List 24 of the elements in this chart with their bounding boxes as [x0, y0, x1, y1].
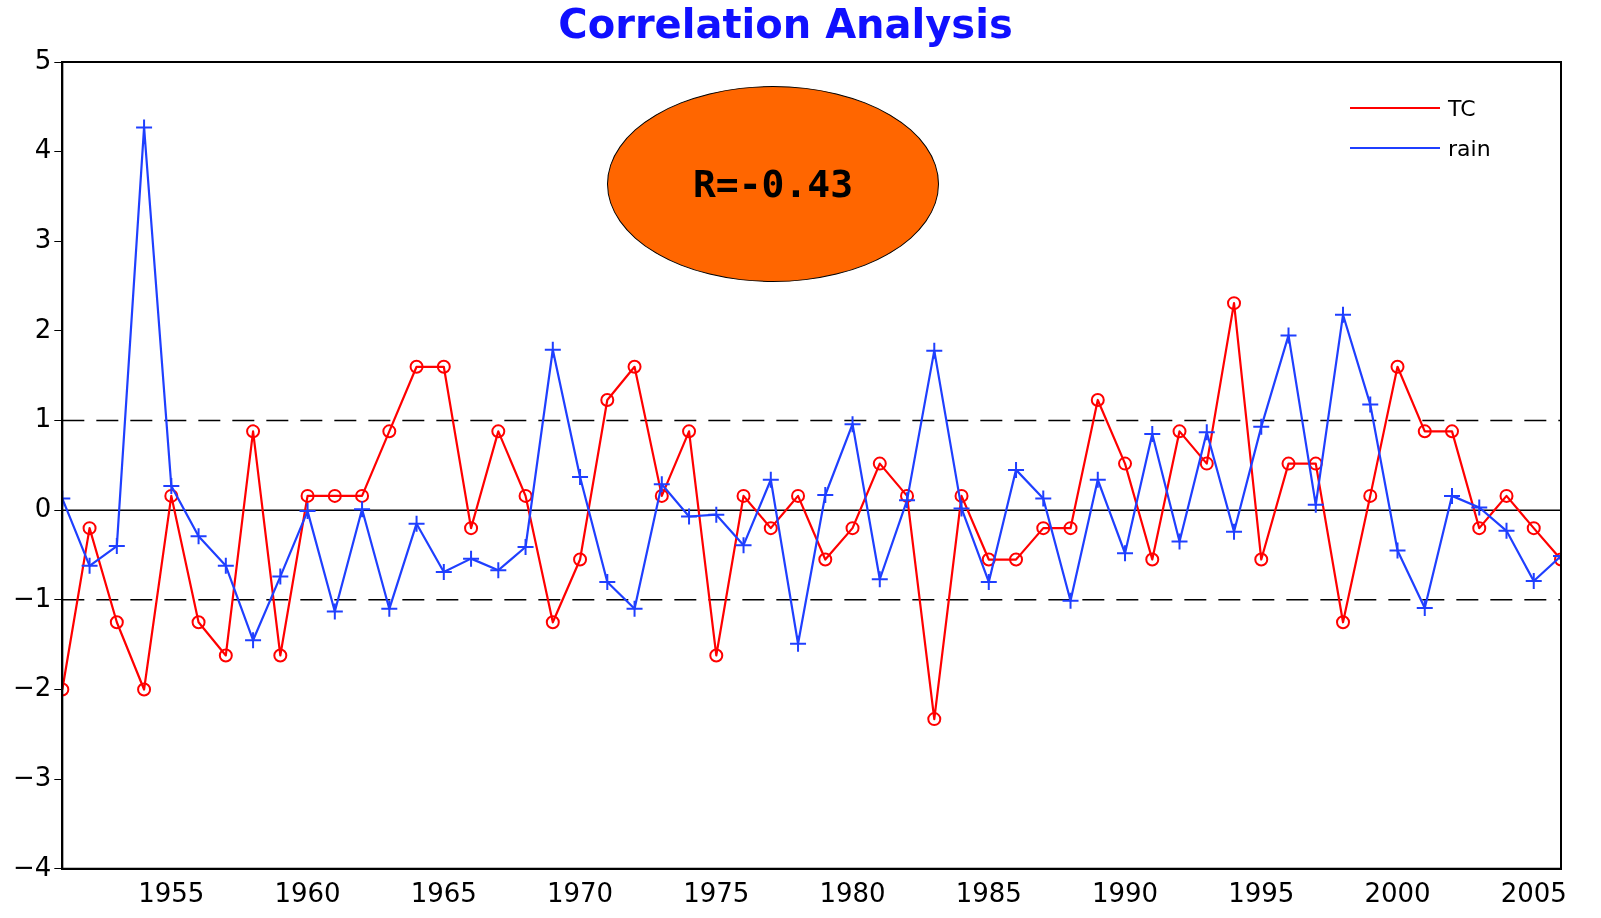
x-tick-label: 1985	[955, 878, 1022, 909]
y-tick-label: 1	[34, 403, 52, 434]
x-tick-label: 1995	[1228, 878, 1295, 909]
legend-label: rain	[1448, 135, 1491, 161]
y-tick-label: −2	[13, 672, 52, 703]
y-tick-label: 3	[34, 224, 52, 255]
x-tick-label: 1990	[1091, 878, 1159, 909]
x-tick-label: 2005	[1500, 878, 1567, 909]
y-tick-label: 2	[34, 313, 52, 344]
x-tick-label: 1960	[274, 878, 341, 909]
x-tick-label: 1970	[546, 878, 614, 909]
x-tick-label: 2000	[1364, 878, 1431, 909]
x-tick-label: 1980	[819, 878, 886, 909]
x-tick-label: 1955	[138, 878, 205, 909]
x-tick-label: 1965	[410, 878, 477, 909]
y-tick-label: 4	[34, 134, 52, 165]
y-tick-label: −1	[13, 582, 52, 613]
y-tick-label: −4	[13, 851, 52, 882]
y-tick-label: 0	[34, 492, 52, 523]
y-tick-label: 5	[34, 44, 52, 75]
legend-label: TC	[1448, 95, 1476, 121]
x-tick-label: 1975	[683, 878, 750, 909]
y-tick-label: −3	[13, 761, 52, 792]
chart-title: Correlation Analysis	[558, 1, 1013, 48]
